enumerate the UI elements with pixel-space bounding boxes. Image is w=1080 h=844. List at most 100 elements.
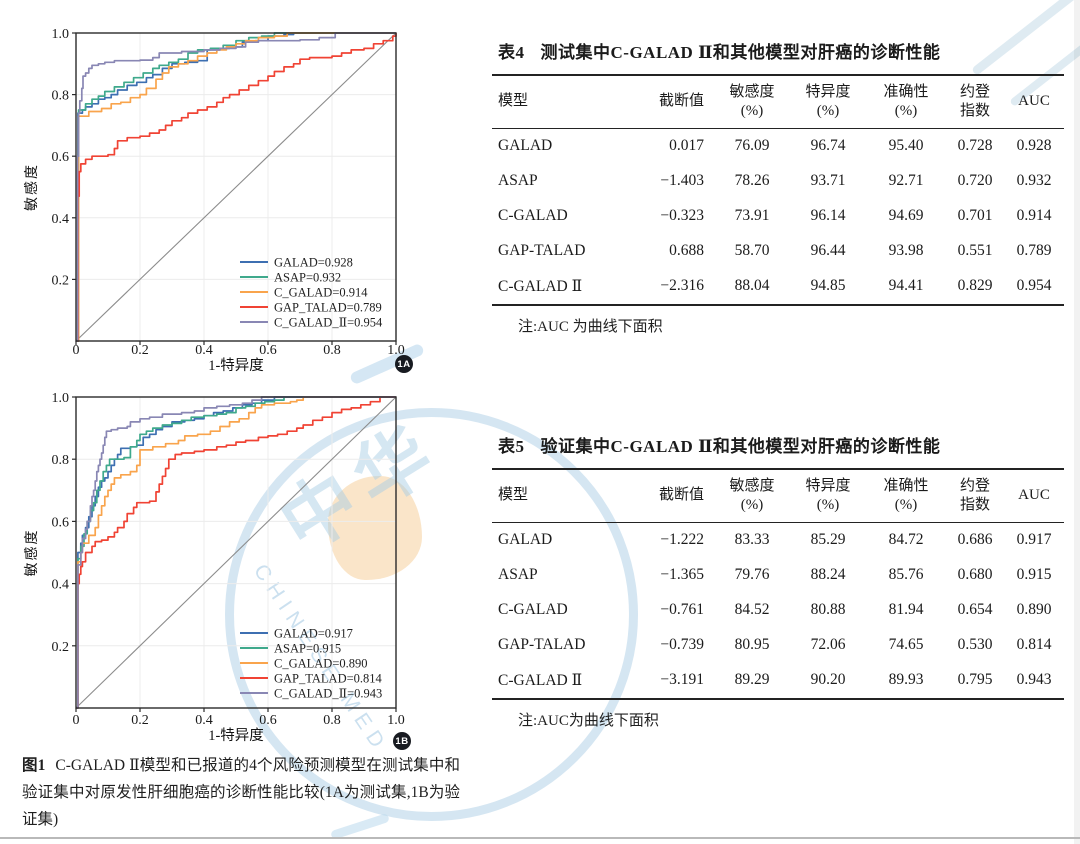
table-cell: 80.95 [734,636,770,653]
legend-entry: C_GALAD_Ⅱ=0.954 [274,316,383,330]
table-cell: 58.70 [734,242,770,259]
table-cell: 0.680 [957,566,993,583]
table-cell: 0.654 [957,601,993,618]
table-cell: 0.829 [957,277,993,294]
table-cell: 94.41 [888,277,924,294]
table-cell: 0.795 [957,671,993,688]
table-cell: 72.06 [810,636,846,653]
table-cell: 96.44 [810,242,846,259]
column-header: 敏感度 (%) [714,75,790,129]
table4-section: 表4 测试集中C-GALAD Ⅱ和其他模型对肝癌的诊断性能 模型 截断值 敏感度 (%)… [492,38,1064,336]
table-row: ASAP −1.403 78.26 93.71 92.71 0.720 0.932 [492,164,1064,199]
table-cell: 0.915 [1016,566,1052,583]
column-header: 截断值 [630,469,714,523]
table-cell: −1.222 [660,531,704,548]
legend-entry: GALAD=0.917 [274,627,353,641]
column-header: AUC [1004,75,1064,129]
roc-chart-1b: 0 0.2 0.4 0.6 0.8 1.0 0.2 0.4 0.6 0.8 1.0 1-特异度 敏感度 G… [23,391,405,744]
table-cell: −3.191 [660,671,704,688]
table-row: C-GALAD −0.761 84.52 80.88 81.94 0.654 0.890 [492,593,1064,628]
table-cell: 94.69 [888,207,924,224]
table-cell: 0.789 [1016,242,1052,259]
axes: 0 0.2 0.4 0.6 0.8 1.0 0.2 0.4 0.6 0.8 1.0 1-特异度 敏感度 [23,27,405,374]
table-cell: 84.72 [888,531,924,548]
table-cell: 78.26 [734,172,770,189]
column-header: AUC [1004,469,1064,523]
table4-title: 表4 测试集中C-GALAD Ⅱ和其他模型对肝癌的诊断性能 [498,38,1064,63]
y-tick-label: 0.4 [52,578,70,593]
table-cell: 0.917 [1016,531,1052,548]
table-cell: GAP-TALAD [498,636,586,653]
column-header: 准确性 (%) [866,469,946,523]
column-header: 特异度 (%) [790,75,866,129]
table-cell: 80.88 [810,601,846,618]
x-tick-label: 0.4 [195,713,213,728]
table-row: GAP-TALAD −0.739 80.95 72.06 74.65 0.530 0.814 [492,628,1064,663]
table-cell: −2.316 [660,277,704,294]
y-axis-label: 敏感度 [23,163,40,211]
roc-plot-1b: 0 0.2 0.4 0.6 0.8 1.0 0.2 0.4 0.6 0.8 1.0 1-特异度 敏感度 G… [20,378,460,750]
table-row: C-GALAD Ⅱ −2.316 88.04 94.85 94.41 0.829 0.954 [492,269,1064,305]
table-cell: −0.323 [660,207,704,224]
table-row: C-GALAD −0.323 73.91 96.14 94.69 0.701 0.914 [492,199,1064,234]
legend-entry: C_GALAD=0.914 [274,286,368,300]
table4-title-text: 测试集中C-GALAD Ⅱ和其他模型对肝癌的诊断性能 [540,43,941,62]
table-cell: 85.76 [888,566,924,583]
x-tick-label: 0.6 [259,713,277,728]
column-header: 特异度 (%) [790,469,866,523]
table-cell: 84.52 [734,601,770,618]
y-tick-label: 0.4 [52,212,70,227]
table-cell: −0.739 [660,636,704,653]
x-tick-label: 0.6 [259,343,277,358]
table-cell: 0.890 [1016,601,1052,618]
y-tick-label: 1.0 [52,391,70,406]
legend-entry: GAP_TALAD=0.789 [274,301,382,315]
table-cell: ASAP [498,566,538,583]
panel-badge-1a: 1A [395,355,413,373]
plot-frame [75,32,397,342]
legend: GALAD=0.928ASAP=0.932C_GALAD=0.914GAP_TA… [240,256,383,330]
table-cell: 0.688 [669,242,704,259]
table-cell: 0.017 [669,137,704,154]
table-row: GALAD −1.222 83.33 85.29 84.72 0.686 0.917 [492,522,1064,558]
legend-entry: GALAD=0.928 [274,256,353,270]
y-tick-label: 0.6 [52,515,70,530]
x-axis-label: 1-特异度 [208,357,264,374]
figure-caption: 图1 C-GALAD Ⅱ模型和已报道的4个风险预测模型在测试集中和验证集中对原发性… [22,752,460,833]
figure-caption-label: 图1 [22,757,46,774]
table-cell: 0.928 [1016,137,1052,154]
table-cell: 76.09 [734,137,770,154]
table-header-row: 模型 截断值 敏感度 (%) 特异度 (%) 准确性 (%) 约登 指数 AUC [492,75,1064,129]
table-cell: 73.91 [734,207,770,224]
table-cell: 89.93 [888,671,924,688]
table-cell: C-GALAD Ⅱ [498,671,583,689]
table-cell: 0.914 [1016,207,1052,224]
table-cell: 90.20 [810,671,846,688]
diagonal-reference-line [75,396,397,709]
table-row: ASAP −1.365 79.76 88.24 85.76 0.680 0.915 [492,558,1064,593]
table4-label: 表4 [498,43,525,62]
y-axis-label: 敏感度 [23,529,40,577]
diagonal-reference-line [75,32,397,342]
roc-plot-1a: 0 0.2 0.4 0.6 0.8 1.0 0.2 0.4 0.6 0.8 1.0 1-特异度 敏感度 G… [20,10,460,378]
x-tick-label: 0 [73,343,80,358]
table-cell: 79.76 [734,566,770,583]
table-cell: 0.701 [957,207,993,224]
table-cell: GAP-TALAD [498,242,586,259]
table-cell: 0.954 [1016,277,1052,294]
table-cell: 88.24 [810,566,846,583]
table4-note: 注:AUC 为曲线下面积 [518,318,663,335]
panel-badge-1b: 1B [393,732,411,750]
x-tick-label: 1.0 [387,713,405,728]
legend-entry: ASAP=0.915 [274,642,341,656]
table-cell: −1.403 [660,172,704,189]
table-cell: C-GALAD [498,207,568,224]
table-cell: 0.814 [1016,636,1052,653]
table5-performance-table: 模型 截断值 敏感度 (%) 特异度 (%) 准确性 (%) 约登 指数 AUC GALAD −1.2… [492,468,1064,700]
roc-curve-C_GALAD_Ⅱ [76,32,396,342]
legend-entry: GAP_TALAD=0.814 [274,672,383,686]
x-tick-label: 0.8 [323,713,341,728]
table-cell: 0.551 [957,242,993,259]
table-cell: ASAP [498,172,538,189]
